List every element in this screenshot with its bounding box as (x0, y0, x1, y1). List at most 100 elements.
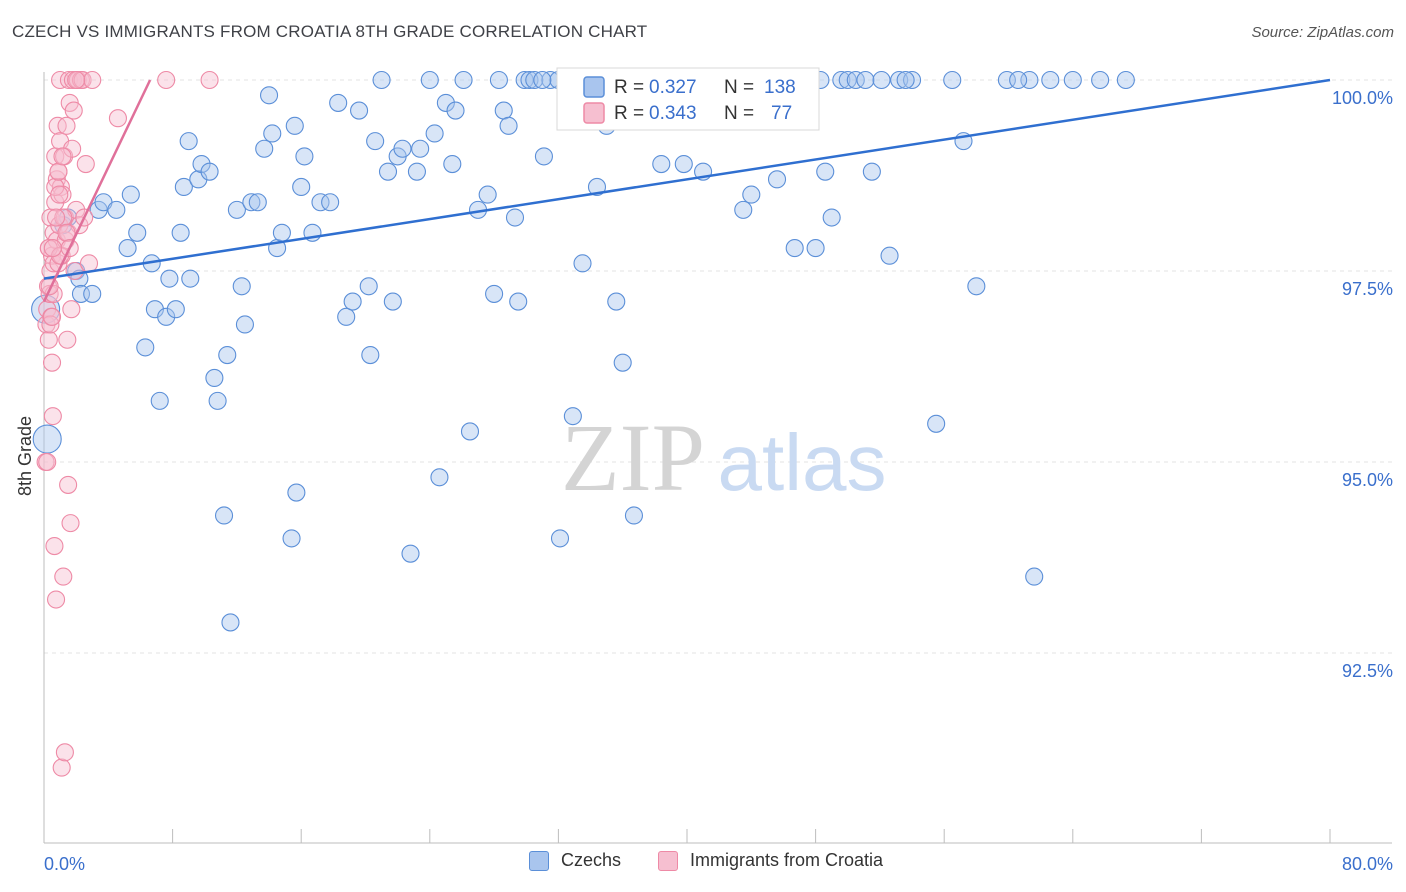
point-czechs-71 (446, 101, 465, 120)
point-croatia-27 (51, 177, 70, 197)
point-czechs-30 (214, 506, 234, 525)
point-czechs-42 (272, 223, 291, 242)
point-czechs-43 (282, 529, 301, 548)
point-czechs-121 (832, 70, 851, 90)
axes (43, 72, 1392, 844)
point-czechs-130 (927, 414, 946, 433)
point-czechs-85 (534, 147, 553, 166)
point-czechs-112 (742, 185, 761, 204)
point-czechs-57 (366, 132, 385, 151)
point-czechs-126 (872, 70, 891, 90)
point-croatia-74 (47, 208, 66, 227)
point-czechs-77 (489, 70, 508, 90)
point-czechs-88 (550, 529, 570, 548)
series-croatia-points (36, 70, 219, 777)
point-croatia-68 (57, 223, 76, 242)
point-czechs-139 (1025, 567, 1044, 586)
point-czechs-58 (372, 70, 391, 90)
point-czechs-21 (171, 223, 190, 242)
point-czechs-83 (520, 70, 539, 90)
point-czechs-18 (157, 307, 176, 326)
point-czechs-19 (160, 269, 179, 288)
x-tick-label-0: 0.0% (44, 854, 85, 874)
y-axis-label: 8th Grade (15, 416, 35, 496)
point-czechs-53 (343, 292, 362, 311)
watermark-atlas: atlas (718, 418, 887, 507)
point-croatia-59 (38, 452, 57, 472)
stats-r-label-czechs: R = (614, 77, 644, 98)
point-czechs-65 (411, 139, 430, 158)
legend-label-croatia: Immigrants from Croatia (690, 850, 884, 870)
point-czechs-27 (200, 162, 219, 181)
point-czechs-45 (287, 483, 306, 502)
stats-n-label-czechs: N = (724, 77, 754, 98)
watermark: ZIP atlas (561, 404, 886, 511)
point-czechs-127 (880, 246, 899, 265)
point-croatia-31 (54, 567, 73, 586)
stats-r-value-czechs: 0.327 (649, 77, 697, 98)
point-czechs-1 (32, 424, 62, 454)
point-czechs-56 (361, 345, 380, 365)
source-credit: Source: ZipAtlas.com (1251, 24, 1394, 41)
point-czechs-68 (430, 468, 449, 487)
point-croatia-76 (53, 147, 72, 166)
series-czechs-points (31, 70, 1135, 632)
point-czechs-119 (816, 162, 835, 181)
point-czechs-31 (218, 345, 237, 365)
point-czechs-11 (118, 239, 137, 258)
point-czechs-10 (107, 200, 126, 219)
point-czechs-63 (401, 544, 420, 563)
point-czechs-38 (255, 139, 274, 158)
trend-lines (42, 78, 1331, 303)
legend-label-czechs: Czechs (561, 850, 622, 870)
y-tick-labels: 92.5% 95.0% 97.5% 100.0% (1332, 88, 1393, 681)
point-croatia-70 (67, 70, 86, 90)
point-czechs-50 (321, 193, 340, 212)
point-czechs-49 (311, 193, 330, 212)
point-czechs-116 (785, 239, 804, 258)
point-czechs-144 (896, 70, 915, 90)
point-czechs-93 (587, 177, 607, 197)
point-czechs-129 (902, 70, 922, 90)
point-croatia-38 (59, 475, 78, 494)
point-croatia-11 (42, 353, 62, 372)
point-czechs-28 (205, 368, 224, 388)
point-czechs-136 (1041, 70, 1060, 90)
point-czechs-39 (259, 86, 279, 105)
point-czechs-73 (460, 422, 480, 441)
point-croatia-67 (54, 208, 73, 227)
point-czechs-128 (890, 70, 909, 90)
point-czechs-34 (232, 277, 251, 296)
stats-swatch-croatia (583, 102, 605, 124)
point-czechs-54 (350, 101, 369, 120)
y-tick-label-1: 95.0% (1342, 470, 1393, 490)
point-czechs-81 (509, 292, 528, 311)
point-croatia-53 (76, 154, 95, 174)
y-tick-label-0: 92.5% (1342, 661, 1393, 681)
point-czechs-131 (943, 70, 962, 90)
point-croatia-15 (45, 536, 64, 556)
point-czechs-60 (383, 292, 402, 311)
point-czechs-66 (420, 70, 439, 90)
point-croatia-56 (108, 109, 127, 128)
point-czechs-17 (150, 391, 169, 410)
stats-n-value-czechs: 138 (764, 77, 796, 98)
point-czechs-22 (174, 177, 193, 197)
point-croatia-58 (200, 70, 219, 90)
point-czechs-47 (295, 147, 314, 166)
point-croatia-75 (50, 185, 69, 204)
point-czechs-29 (208, 391, 227, 410)
point-czechs-124 (856, 70, 875, 90)
point-czechs-35 (235, 315, 254, 334)
stats-r-value-croatia: 0.343 (649, 103, 697, 124)
point-czechs-76 (485, 284, 504, 303)
point-croatia-42 (61, 514, 80, 533)
point-czechs-67 (425, 124, 444, 143)
point-czechs-145 (1009, 70, 1028, 90)
stats-n-value-croatia: 77 (771, 103, 792, 124)
point-croatia-55 (83, 70, 102, 90)
chart-title: CZECH VS IMMIGRANTS FROM CROATIA 8TH GRA… (12, 22, 648, 41)
x-tick-labels: 0.0% 80.0% (44, 854, 1393, 874)
point-croatia-46 (64, 101, 83, 120)
